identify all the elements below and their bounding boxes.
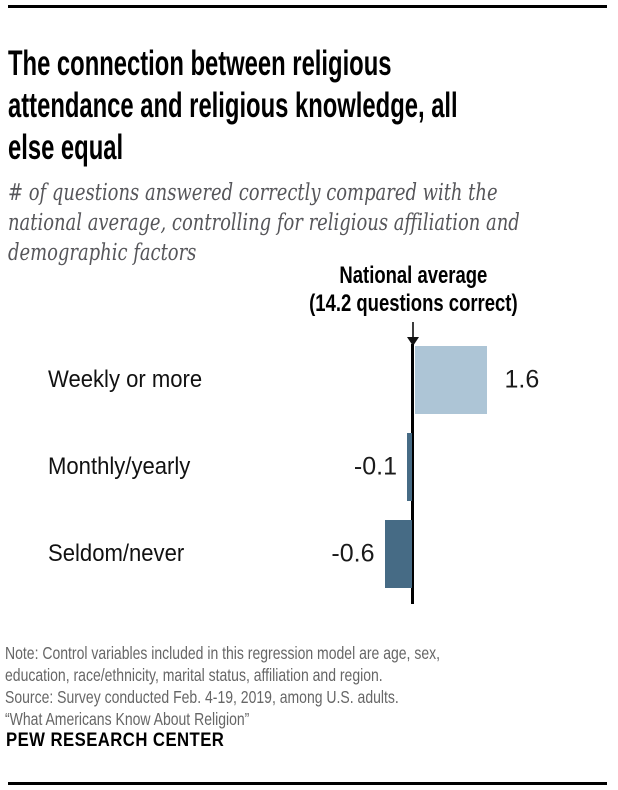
- bottom-rule: [8, 782, 607, 785]
- bar-chart: National average (14.2 questions correct…: [48, 262, 540, 604]
- value-label-monthly-yearly: -0.1: [353, 452, 397, 481]
- source-note: Note: Control variables included in this…: [5, 642, 441, 729]
- chart-subtitle: # of questions answered correctly compar…: [8, 180, 520, 266]
- bar-seldom-never: [384, 520, 412, 588]
- baseline-label: National average (14.2 questions correct…: [308, 262, 518, 317]
- page-title: The connection between religious attenda…: [8, 44, 458, 168]
- value-label-seldom-never: -0.6: [331, 539, 375, 568]
- value-label-weekly-or-more: 1.6: [504, 365, 540, 394]
- bar-monthly-yearly: [407, 433, 412, 501]
- top-rule: [8, 5, 607, 8]
- category-label-monthly-yearly: Monthly/yearly: [48, 453, 191, 480]
- bar-weekly-or-more: [414, 346, 487, 414]
- baseline-arrow-icon: [407, 337, 419, 346]
- baseline-axis: [411, 344, 414, 604]
- pew-research-center-wordmark: PEW RESEARCH CENTER: [6, 730, 225, 751]
- category-label-seldom-never: Seldom/never: [48, 540, 185, 567]
- baseline-arrow-line: [412, 322, 414, 338]
- category-label-weekly-or-more: Weekly or more: [48, 366, 203, 393]
